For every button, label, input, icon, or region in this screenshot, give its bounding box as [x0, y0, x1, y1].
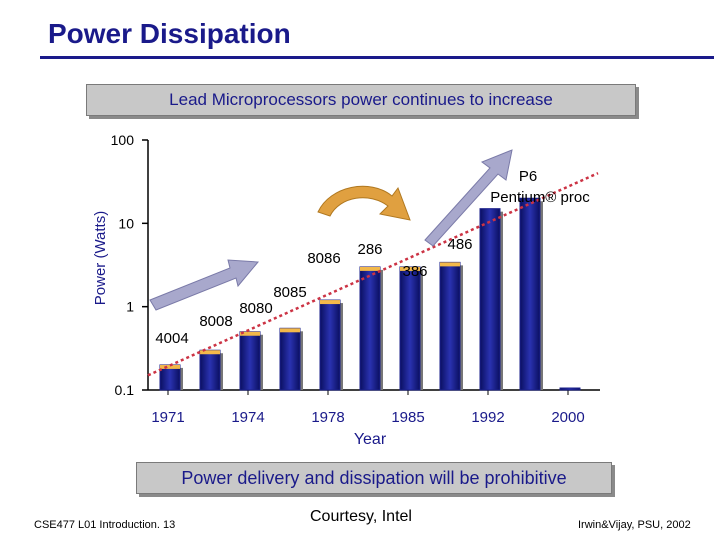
banner-bottom: Power delivery and dissipation will be p… [136, 462, 612, 494]
bar [199, 349, 221, 391]
processor-label: Pentium® proc [490, 189, 590, 206]
x-tick-label: 1971 [151, 409, 184, 426]
bar-cap [200, 350, 220, 355]
banner-top: Lead Microprocessors power continues to … [86, 84, 636, 116]
footer-left: CSE477 L01 Introduction. 13 [34, 519, 176, 531]
bar-cap [160, 364, 180, 369]
processor-label: 486 [447, 236, 472, 253]
processor-label: 286 [357, 241, 382, 258]
bar [519, 197, 541, 391]
x-tick-label: 2000 [551, 409, 584, 426]
bar-cap [280, 328, 300, 333]
y-tick-label: 100 [111, 132, 135, 148]
processor-label: 8086 [307, 250, 340, 267]
arrow-icon-left [149, 259, 260, 311]
trend-line [147, 172, 599, 377]
x-tick-label: 1974 [231, 409, 264, 426]
processor-label: 8085 [273, 284, 306, 301]
bar [319, 299, 341, 391]
bar [439, 261, 461, 391]
bar [559, 387, 581, 391]
processor-label: P6 [519, 168, 537, 185]
y-tick-label: 0.1 [115, 382, 135, 398]
arrow-icon-right [424, 149, 513, 247]
processor-label: 8008 [199, 313, 232, 330]
processor-label: 8080 [239, 300, 272, 317]
bar-cap [320, 300, 340, 305]
x-tick-label: 1992 [471, 409, 504, 426]
bar-cap [240, 331, 260, 336]
bar [479, 208, 501, 391]
bar-cap [360, 266, 380, 271]
x-tick-label: 1978 [311, 409, 344, 426]
y-tick-label: 10 [118, 215, 134, 231]
y-tick-label: 1 [126, 299, 134, 315]
y-axis-label: Power (Watts) [92, 211, 109, 305]
bar [359, 266, 381, 391]
bar [239, 331, 261, 391]
bar-cap [440, 262, 460, 267]
footer-courtesy: Courtesy, Intel [310, 508, 412, 525]
footer-right: Irwin&Vijay, PSU, 2002 [578, 519, 691, 531]
bar-cap [400, 266, 420, 271]
x-tick-label: 1985 [391, 409, 424, 426]
bar [399, 266, 421, 391]
processor-label: 386 [402, 263, 427, 280]
slide-title: Power Dissipation [48, 18, 291, 49]
processor-label: 4004 [155, 330, 188, 347]
x-axis-label: Year [354, 431, 387, 448]
bar [279, 327, 301, 391]
curved-arrow-icon [317, 185, 411, 221]
title-underline [40, 56, 714, 59]
